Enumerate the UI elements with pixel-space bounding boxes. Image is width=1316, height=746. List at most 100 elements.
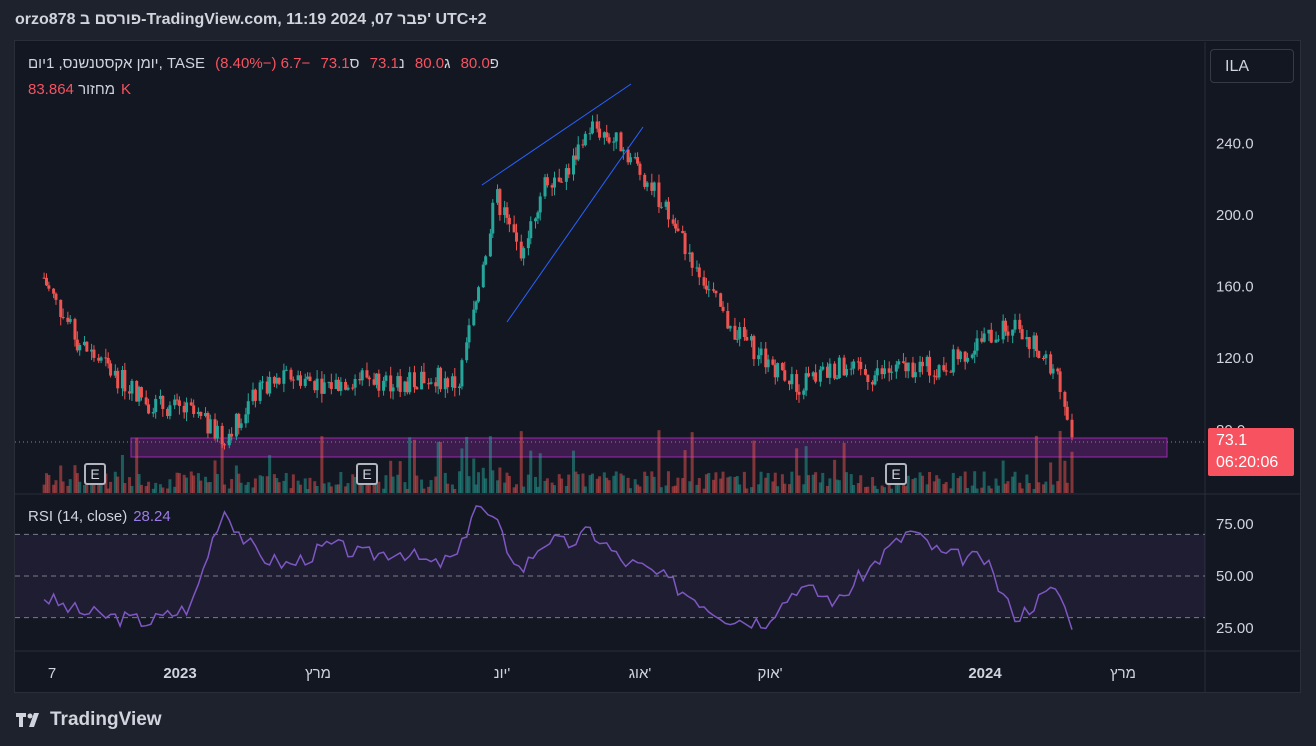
volume-bar [636, 484, 640, 493]
candle-body [106, 358, 110, 364]
volume-bar [396, 474, 400, 493]
volume-bar [607, 480, 611, 493]
candle-body [996, 339, 1000, 341]
volume-bar [695, 484, 699, 493]
candle-body [1020, 329, 1024, 340]
volume-bar [764, 477, 768, 493]
candle-body [192, 405, 196, 415]
candle-body [296, 375, 300, 381]
volume-bar [204, 476, 208, 493]
volume-bar [227, 488, 231, 493]
volume-bar [344, 486, 348, 493]
candle-body [657, 182, 661, 207]
volume-bar [66, 485, 70, 493]
volume-bar [439, 441, 443, 493]
earnings-marker[interactable]: E [84, 463, 106, 485]
volume-bar [377, 481, 381, 493]
candle-body [128, 391, 132, 394]
candle-body [512, 224, 516, 233]
volume-bar [807, 475, 810, 493]
volume-bar [166, 488, 170, 493]
volume-bar [215, 474, 219, 493]
candle-body [351, 387, 355, 389]
candle-body [372, 379, 376, 385]
candle-body [719, 293, 723, 307]
earnings-marker[interactable]: E [885, 463, 907, 485]
candle-body [750, 336, 754, 341]
candle-body [227, 433, 231, 446]
volume-bar [458, 471, 462, 493]
candle-body [944, 370, 948, 372]
volume-bar [244, 484, 248, 493]
volume-bar [681, 478, 685, 493]
candle-body [182, 405, 186, 413]
candle-body [339, 381, 343, 391]
candle-body [937, 365, 941, 378]
chart-frame[interactable] [14, 40, 1301, 693]
volume-bar [289, 488, 293, 493]
volume-bar [704, 474, 708, 493]
volume-bar [942, 483, 946, 493]
candle-body [636, 157, 640, 164]
candle-body [989, 329, 993, 343]
candle-body [1070, 419, 1074, 438]
candle-body [434, 382, 438, 387]
volume-bar [714, 472, 718, 493]
volume-bar [130, 485, 134, 493]
volume-bar [766, 472, 770, 493]
volume-bar [757, 484, 761, 493]
volume-bar [626, 477, 630, 493]
candle-body [901, 361, 905, 363]
candle-body [73, 319, 77, 340]
candle-body [963, 351, 967, 362]
candle-body [970, 354, 974, 358]
candle-body [230, 433, 234, 437]
volume-bar [906, 475, 910, 493]
volume-bar [994, 478, 998, 493]
volume-bar [1070, 451, 1074, 493]
volume-bar [859, 475, 863, 493]
tradingview-logo[interactable]: TradingView [16, 709, 162, 731]
candle-body [234, 413, 238, 437]
volume-bar [460, 448, 464, 493]
candle-body [875, 368, 879, 376]
volume-bar [605, 477, 609, 493]
candle-body [120, 369, 124, 389]
candle-body [825, 366, 829, 378]
candle-body [735, 338, 739, 340]
volume-bar [825, 485, 829, 493]
candle-body [484, 256, 488, 265]
volume-bar [659, 487, 663, 493]
candle-body [291, 379, 295, 381]
candle-body [82, 341, 86, 345]
legend-high: ג80.0 [414, 55, 451, 72]
volume-bar [47, 474, 51, 493]
volume-bar [182, 474, 186, 493]
candle-body [208, 419, 212, 434]
volume-bar [382, 488, 386, 493]
volume-bar [897, 477, 901, 493]
earnings-marker[interactable]: E [356, 463, 378, 485]
candle-body [308, 376, 312, 382]
volume-bar [298, 484, 302, 493]
candle-body [365, 370, 369, 378]
candle-body [894, 364, 898, 372]
volume-bar [849, 474, 853, 493]
volume-bar [73, 465, 77, 493]
legend-symbol: יומן אקסטנשנס, 1יום, TASE [28, 55, 205, 72]
legend-close: ס73.1 [320, 55, 360, 72]
time-axis-label: אוק' [757, 665, 782, 682]
volume-bar [268, 455, 272, 493]
candle-body [612, 141, 616, 143]
volume-bar [745, 488, 749, 493]
candle-body [664, 201, 668, 207]
volume-bar [44, 473, 48, 493]
candle-body [745, 337, 749, 341]
candle-body [726, 310, 730, 329]
volume-bar [958, 476, 962, 493]
candle-body [306, 376, 310, 379]
volume-bar [116, 476, 120, 493]
volume-bar [173, 486, 177, 493]
currency-button[interactable]: ILA [1210, 49, 1294, 83]
